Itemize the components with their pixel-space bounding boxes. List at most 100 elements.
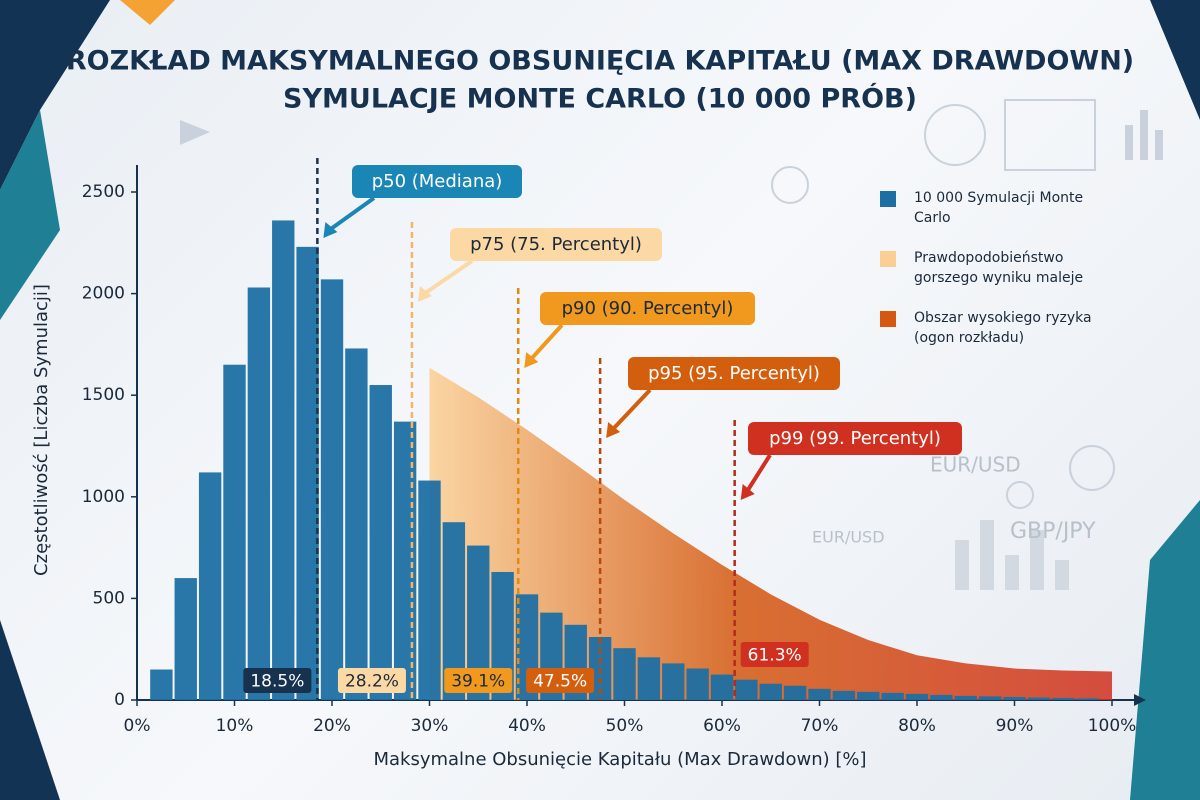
callout-arrowhead — [417, 286, 432, 302]
x-tick-label: 10% — [216, 716, 254, 736]
bar — [662, 663, 685, 700]
percentile-callout — [352, 165, 522, 198]
bar — [978, 696, 1002, 700]
bar — [345, 348, 368, 700]
x-tick-label: 40% — [508, 716, 546, 736]
value-label: 47.5% — [533, 672, 587, 692]
callout-arrowhead — [323, 222, 338, 238]
callout-arrowhead — [524, 352, 539, 368]
value-label: 18.5% — [250, 672, 304, 692]
bar — [1027, 697, 1051, 700]
bar — [296, 246, 319, 700]
y-tick-label: 2000 — [82, 284, 125, 304]
callout-arrow — [528, 323, 564, 362]
x-axis-arrow — [1134, 694, 1146, 706]
bar — [1052, 697, 1075, 700]
bar — [954, 695, 977, 700]
chart-title: ROZKŁAD MAKSYMALNEGO OBSUNIĘCIA KAPITAŁU… — [66, 46, 1134, 77]
bar — [759, 683, 782, 700]
bar — [247, 287, 271, 700]
y-tick-label: 1000 — [82, 487, 125, 507]
value-label: 39.1% — [451, 672, 505, 692]
x-tick-label: 50% — [606, 716, 644, 736]
percentile-callout — [748, 422, 962, 455]
callout-arrow — [328, 196, 376, 232]
callout-arrow — [744, 453, 772, 494]
callout-arrow — [422, 259, 474, 296]
bar — [613, 648, 636, 700]
bar — [686, 668, 709, 700]
background-label: GBP/JPY — [1010, 519, 1096, 544]
value-label: 61.3% — [748, 646, 802, 666]
background-label: EUR/USD — [812, 528, 885, 547]
bar — [905, 693, 929, 700]
y-tick-label: 2500 — [82, 182, 125, 202]
x-tick-label: 30% — [411, 716, 449, 736]
percentile-label: p90 (90. Percentyl) — [562, 298, 734, 319]
bar — [783, 685, 807, 700]
background-label: EUR/USD — [930, 453, 1021, 477]
bar — [369, 385, 392, 700]
bar — [857, 691, 880, 700]
legend-label: Prawdopodobieństwo gorszego wyniku malej… — [914, 250, 1084, 286]
x-tick-label: 100% — [1088, 716, 1137, 736]
x-tick-label: 90% — [996, 716, 1034, 736]
bar — [832, 690, 856, 700]
y-tick-label: 1500 — [82, 385, 125, 405]
bar — [320, 279, 344, 700]
value-label-box — [526, 668, 595, 693]
value-label-box — [337, 668, 406, 693]
bar — [637, 657, 661, 700]
percentile-label: p99 (99. Percentyl) — [769, 428, 941, 449]
legend-item: Obszar wysokiego ryzyka (ogon rozkładu) — [880, 308, 1180, 348]
bar — [710, 674, 734, 700]
chart-subtitle: SYMULACJE MONTE CARLO (10 000 PRÓB) — [283, 83, 917, 115]
bar — [881, 692, 904, 700]
bar — [1076, 698, 1099, 700]
callout-arrow — [610, 388, 652, 432]
y-tick-label: 0 — [114, 690, 125, 710]
y-axis-label: Częstotliwość [Liczba Symulacji] — [31, 284, 52, 576]
legend-swatch — [880, 191, 896, 207]
percentile-label: p95 (95. Percentyl) — [648, 363, 820, 384]
bar — [1003, 696, 1026, 700]
bar — [198, 472, 222, 700]
bar — [393, 421, 417, 700]
bar — [930, 694, 953, 700]
percentile-label: p75 (75. Percentyl) — [470, 234, 642, 255]
tail-area — [429, 367, 1112, 700]
percentile-callout — [450, 228, 662, 261]
x-tick-label: 20% — [313, 716, 351, 736]
bar — [174, 578, 197, 700]
bar — [272, 220, 295, 700]
x-tick-label: 60% — [703, 716, 741, 736]
bar — [150, 669, 173, 700]
y-tick-label: 500 — [93, 588, 125, 608]
legend-label: 10 000 Symulacji Monte Carlo — [914, 190, 1084, 226]
bar — [467, 545, 490, 700]
bar — [491, 571, 514, 700]
bar — [735, 679, 758, 700]
legend: 10 000 Symulacji Monte Carlo Prawdopodobi… — [880, 188, 1180, 368]
legend-swatch — [880, 251, 896, 267]
value-label-box — [740, 642, 809, 667]
x-axis-label: Maksymalne Obsunięcie Kapitału (Max Draw… — [373, 749, 866, 770]
callout-arrowhead — [606, 422, 621, 438]
bar — [223, 364, 246, 700]
percentile-callout — [628, 357, 840, 390]
x-tick-label: 0% — [124, 716, 151, 736]
x-tick-label: 70% — [801, 716, 839, 736]
legend-label: Obszar wysokiego ryzyka (ogon rozkładu) — [914, 310, 1092, 346]
percentile-label: p50 (Mediana) — [372, 171, 503, 192]
value-label-box — [444, 668, 513, 693]
legend-item: 10 000 Symulacji Monte Carlo — [880, 188, 1180, 228]
callout-arrowhead — [740, 484, 755, 500]
legend-item: Prawdopodobieństwo gorszego wyniku malej… — [880, 248, 1180, 288]
bar — [442, 522, 466, 700]
percentile-callout — [540, 292, 755, 325]
value-label-box — [243, 668, 312, 693]
legend-swatch — [880, 311, 896, 327]
